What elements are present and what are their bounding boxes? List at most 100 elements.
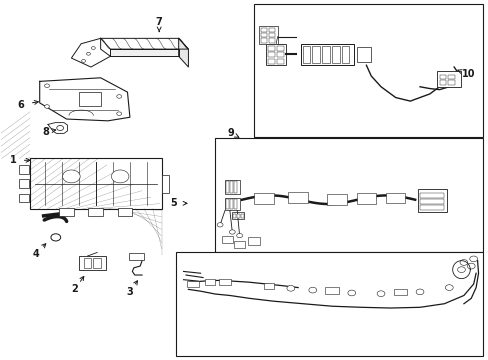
Bar bbox=[419, 206, 444, 211]
Bar bbox=[19, 194, 29, 202]
Bar bbox=[261, 33, 266, 37]
Bar bbox=[268, 39, 274, 42]
Polygon shape bbox=[178, 39, 188, 67]
Bar bbox=[161, 175, 168, 193]
Bar bbox=[394, 289, 406, 295]
Bar bbox=[439, 80, 446, 85]
Text: 9: 9 bbox=[227, 129, 234, 138]
Bar bbox=[129, 253, 143, 260]
Bar bbox=[254, 193, 273, 204]
Circle shape bbox=[376, 291, 384, 297]
Text: 1: 1 bbox=[9, 155, 16, 165]
Circle shape bbox=[44, 105, 49, 108]
Circle shape bbox=[111, 170, 129, 183]
Bar bbox=[254, 4, 483, 137]
Polygon shape bbox=[40, 78, 130, 121]
Bar bbox=[224, 180, 239, 194]
Bar bbox=[225, 199, 228, 209]
Circle shape bbox=[91, 46, 95, 49]
Circle shape bbox=[308, 287, 316, 293]
Circle shape bbox=[44, 84, 49, 87]
Bar bbox=[219, 279, 231, 285]
Bar bbox=[93, 258, 101, 268]
Text: 6: 6 bbox=[18, 100, 24, 110]
Bar bbox=[259, 26, 277, 44]
Bar bbox=[176, 252, 483, 356]
Bar bbox=[229, 181, 232, 193]
Circle shape bbox=[217, 223, 223, 227]
Polygon shape bbox=[110, 49, 178, 56]
Bar bbox=[205, 279, 215, 285]
Bar bbox=[263, 283, 274, 289]
Bar bbox=[237, 214, 240, 218]
Bar bbox=[221, 235, 233, 243]
Circle shape bbox=[459, 260, 467, 265]
Text: 4: 4 bbox=[33, 248, 40, 258]
Bar bbox=[331, 45, 339, 63]
Bar bbox=[30, 158, 161, 209]
Circle shape bbox=[51, 234, 61, 241]
Bar bbox=[300, 44, 353, 65]
Circle shape bbox=[347, 290, 355, 296]
Bar bbox=[187, 281, 199, 287]
Bar bbox=[261, 28, 266, 32]
Bar bbox=[302, 45, 310, 63]
Bar bbox=[233, 199, 236, 209]
Circle shape bbox=[117, 112, 122, 116]
Text: 3: 3 bbox=[126, 287, 133, 297]
Polygon shape bbox=[48, 123, 67, 134]
Bar bbox=[241, 214, 244, 218]
Bar bbox=[288, 192, 307, 203]
Circle shape bbox=[86, 52, 90, 55]
Bar bbox=[233, 241, 245, 248]
Circle shape bbox=[445, 285, 452, 291]
Text: 10: 10 bbox=[461, 69, 474, 79]
Circle shape bbox=[469, 256, 477, 262]
Bar bbox=[447, 75, 454, 79]
Bar bbox=[439, 75, 446, 79]
Circle shape bbox=[117, 95, 122, 98]
Bar bbox=[248, 237, 260, 244]
Bar bbox=[232, 212, 244, 220]
Bar bbox=[356, 47, 370, 62]
Bar bbox=[19, 165, 29, 174]
Bar bbox=[225, 181, 228, 193]
Bar bbox=[267, 52, 274, 57]
Text: 8: 8 bbox=[42, 127, 49, 136]
Bar bbox=[19, 179, 29, 188]
Text: 5: 5 bbox=[170, 198, 177, 208]
Circle shape bbox=[467, 263, 474, 269]
Circle shape bbox=[62, 170, 80, 183]
Bar bbox=[261, 39, 266, 42]
Bar bbox=[325, 287, 338, 294]
Bar bbox=[79, 256, 106, 270]
Bar bbox=[267, 46, 274, 51]
Text: 2: 2 bbox=[71, 284, 78, 294]
Bar bbox=[276, 46, 283, 51]
Bar bbox=[312, 45, 320, 63]
Bar bbox=[59, 208, 74, 216]
Bar bbox=[356, 193, 375, 204]
Bar bbox=[341, 45, 348, 63]
Text: 7: 7 bbox=[156, 17, 162, 27]
Bar bbox=[276, 59, 283, 64]
Bar bbox=[215, 138, 483, 252]
Circle shape bbox=[81, 59, 85, 62]
Bar bbox=[419, 199, 444, 204]
Bar bbox=[88, 208, 103, 216]
Bar bbox=[436, 71, 460, 87]
Polygon shape bbox=[71, 39, 110, 67]
Bar bbox=[233, 214, 236, 218]
Bar bbox=[276, 52, 283, 57]
Bar bbox=[447, 80, 454, 85]
Bar bbox=[233, 181, 236, 193]
Bar bbox=[267, 59, 274, 64]
Circle shape bbox=[57, 126, 63, 131]
Bar bbox=[385, 193, 405, 203]
Circle shape bbox=[286, 285, 294, 291]
Bar bbox=[83, 258, 91, 268]
Bar bbox=[266, 44, 285, 65]
Bar bbox=[322, 45, 329, 63]
Bar bbox=[79, 92, 101, 107]
Circle shape bbox=[457, 267, 465, 273]
